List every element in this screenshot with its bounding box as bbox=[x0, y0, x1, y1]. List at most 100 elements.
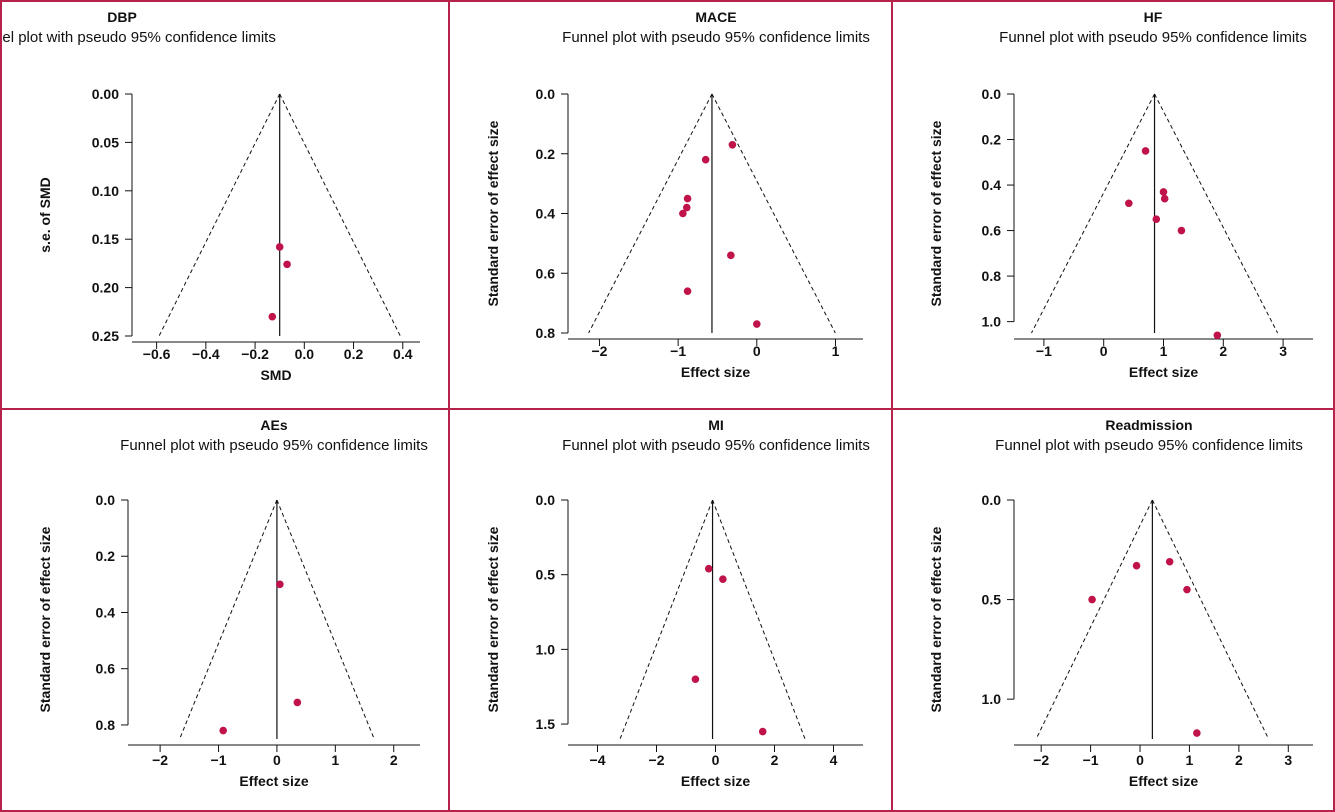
y-tick-label: 0.20 bbox=[92, 280, 119, 296]
confidence-limit-left bbox=[619, 499, 714, 740]
x-tick-label: −1 bbox=[1036, 343, 1052, 359]
chart-title: Readmission bbox=[1105, 417, 1192, 433]
study-point bbox=[1152, 215, 1161, 223]
x-tick-label: 1 bbox=[1160, 343, 1168, 359]
x-tick-label: −2 bbox=[1033, 752, 1049, 768]
study-point bbox=[276, 580, 284, 589]
panel-divider-vertical-1 bbox=[448, 0, 450, 812]
y-tick-label: 0.05 bbox=[92, 134, 119, 150]
study-point bbox=[758, 727, 767, 736]
study-point bbox=[275, 243, 284, 251]
y-tick-label: 1.0 bbox=[982, 314, 1002, 330]
x-tick-label: 3 bbox=[1284, 752, 1292, 768]
x-tick-label: −2 bbox=[152, 752, 168, 768]
study-point bbox=[293, 698, 302, 707]
y-tick-label: 0.10 bbox=[92, 183, 119, 199]
y-tick-label: 0.4 bbox=[536, 206, 556, 222]
x-tick-label: 1 bbox=[832, 343, 840, 359]
study-point bbox=[268, 312, 277, 321]
x-axis-label: Effect size bbox=[681, 773, 750, 789]
x-tick-label: 0 bbox=[1136, 752, 1144, 768]
study-point bbox=[1193, 729, 1201, 737]
study-point bbox=[283, 260, 291, 269]
x-tick-label: −1 bbox=[211, 752, 227, 768]
y-axis-label: Standard error of effect size bbox=[485, 526, 501, 712]
y-tick-label: 0.2 bbox=[982, 132, 1002, 148]
study-point bbox=[1177, 226, 1186, 235]
x-tick-label: 0 bbox=[753, 343, 761, 359]
x-tick-label: −2 bbox=[591, 343, 607, 359]
y-tick-label: 0.0 bbox=[982, 86, 1002, 102]
x-tick-label: 1 bbox=[1186, 752, 1194, 768]
chart-panel-4: AEs Funnel plot with pseudo 95% confidenc… bbox=[37, 417, 428, 789]
chart-title: HF bbox=[1144, 9, 1163, 25]
y-tick-label: 0.0 bbox=[96, 492, 116, 508]
y-tick-label: 0.6 bbox=[982, 223, 1002, 239]
y-axis-label: Standard error of effect size bbox=[37, 526, 53, 712]
study-point bbox=[753, 320, 761, 328]
confidence-limit-left bbox=[1035, 499, 1153, 740]
confidence-limit-left bbox=[158, 93, 281, 337]
y-tick-label: 0.5 bbox=[536, 567, 556, 583]
study-point bbox=[682, 203, 691, 212]
y-tick-label: 0.8 bbox=[536, 325, 556, 341]
confidence-limit-right bbox=[712, 499, 806, 740]
confidence-limit-right bbox=[1151, 499, 1270, 740]
study-point bbox=[219, 726, 227, 735]
x-tick-label: −0.6 bbox=[143, 346, 171, 362]
chart-subtitle: Funnel plot with pseudo 95% confidence l… bbox=[2, 29, 276, 46]
x-tick-label: 0.2 bbox=[344, 346, 364, 362]
chart-panel-5: MI Funnel plot with pseudo 95% confidence… bbox=[485, 417, 870, 789]
y-tick-label: 0.00 bbox=[92, 86, 119, 102]
panel-divider-horizontal bbox=[0, 408, 1335, 410]
study-point bbox=[1165, 557, 1174, 566]
chart-subtitle: Funnel plot with pseudo 95% confidence l… bbox=[562, 29, 870, 46]
y-tick-label: 0.5 bbox=[982, 592, 1002, 608]
y-axis-label: Standard error of effect size bbox=[928, 120, 944, 306]
x-tick-label: 2 bbox=[771, 752, 779, 768]
y-tick-label: 1.0 bbox=[982, 691, 1002, 707]
panel-divider-vertical-2 bbox=[891, 0, 893, 812]
chart-subtitle: Funnel plot with pseudo 95% confidence l… bbox=[999, 29, 1307, 46]
chart-subtitle: Funnel plot with pseudo 95% confidence l… bbox=[562, 437, 870, 454]
y-axis-label: Standard error of effect size bbox=[928, 526, 944, 712]
x-tick-label: 0 bbox=[1100, 343, 1108, 359]
study-point bbox=[1088, 595, 1096, 604]
x-tick-label: 4 bbox=[830, 752, 838, 768]
x-tick-label: 2 bbox=[1235, 752, 1243, 768]
x-axis-label: Effect size bbox=[1129, 773, 1198, 789]
confidence-limit-right bbox=[279, 93, 401, 337]
chart-panel-2: MACE Funnel plot with pseudo 95% confiden… bbox=[485, 9, 870, 380]
chart-subtitle: Funnel plot with pseudo 95% confidence l… bbox=[120, 437, 428, 454]
y-tick-label: 0.6 bbox=[96, 661, 116, 677]
y-tick-label: 0.8 bbox=[982, 268, 1002, 284]
x-tick-label: −1 bbox=[1083, 752, 1099, 768]
confidence-limit-left bbox=[588, 93, 713, 334]
x-tick-label: 2 bbox=[390, 752, 398, 768]
confidence-limit-left bbox=[1031, 93, 1155, 334]
study-point bbox=[1160, 194, 1169, 203]
x-tick-label: −0.4 bbox=[192, 346, 220, 362]
x-tick-label: 3 bbox=[1279, 343, 1287, 359]
chart-subtitle: Funnel plot with pseudo 95% confidence l… bbox=[995, 437, 1303, 454]
study-point bbox=[1159, 188, 1168, 196]
chart-title: AEs bbox=[260, 417, 287, 433]
chart-title: DBP bbox=[107, 9, 137, 25]
confidence-limit-right bbox=[711, 93, 836, 334]
x-tick-label: 0.0 bbox=[295, 346, 315, 362]
study-point bbox=[1213, 331, 1222, 340]
study-point bbox=[1132, 561, 1141, 570]
chart-title: MACE bbox=[695, 9, 736, 25]
study-point bbox=[679, 209, 687, 218]
chart-title: MI bbox=[708, 417, 724, 433]
study-point bbox=[701, 155, 710, 164]
y-tick-label: 1.5 bbox=[536, 716, 556, 732]
confidence-limit-right bbox=[1154, 93, 1279, 334]
chart-panel-3: HF Funnel plot with pseudo 95% confidence… bbox=[928, 9, 1313, 380]
study-point bbox=[1183, 585, 1191, 594]
y-tick-label: 0.4 bbox=[982, 177, 1002, 193]
study-point bbox=[683, 194, 692, 203]
x-tick-label: −0.2 bbox=[241, 346, 269, 362]
